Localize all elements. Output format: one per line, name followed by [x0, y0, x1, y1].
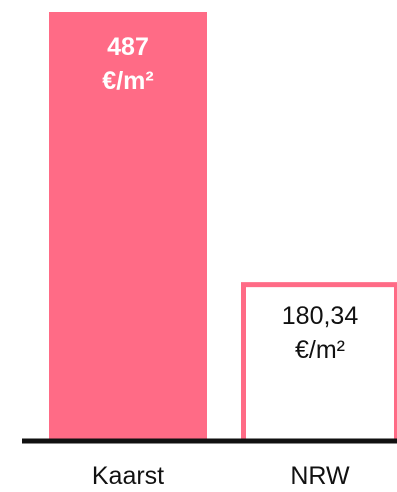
bar-kaarst [49, 12, 207, 441]
bars-group: 487 €/m² 180,34 €/m² [49, 12, 397, 444]
data-label-nrw-line2: €/m² [295, 336, 345, 364]
x-tick-labels: Kaarst NRW [92, 462, 350, 490]
data-label-nrw-line1: 180,34 [282, 302, 359, 330]
x-tick-label-nrw: NRW [290, 462, 350, 490]
x-tick-label-kaarst: Kaarst [92, 462, 164, 490]
data-label-kaarst-line1: 487 [107, 33, 149, 61]
bar-nrw [241, 282, 397, 444]
data-label-kaarst-line2: €/m² [102, 67, 153, 95]
